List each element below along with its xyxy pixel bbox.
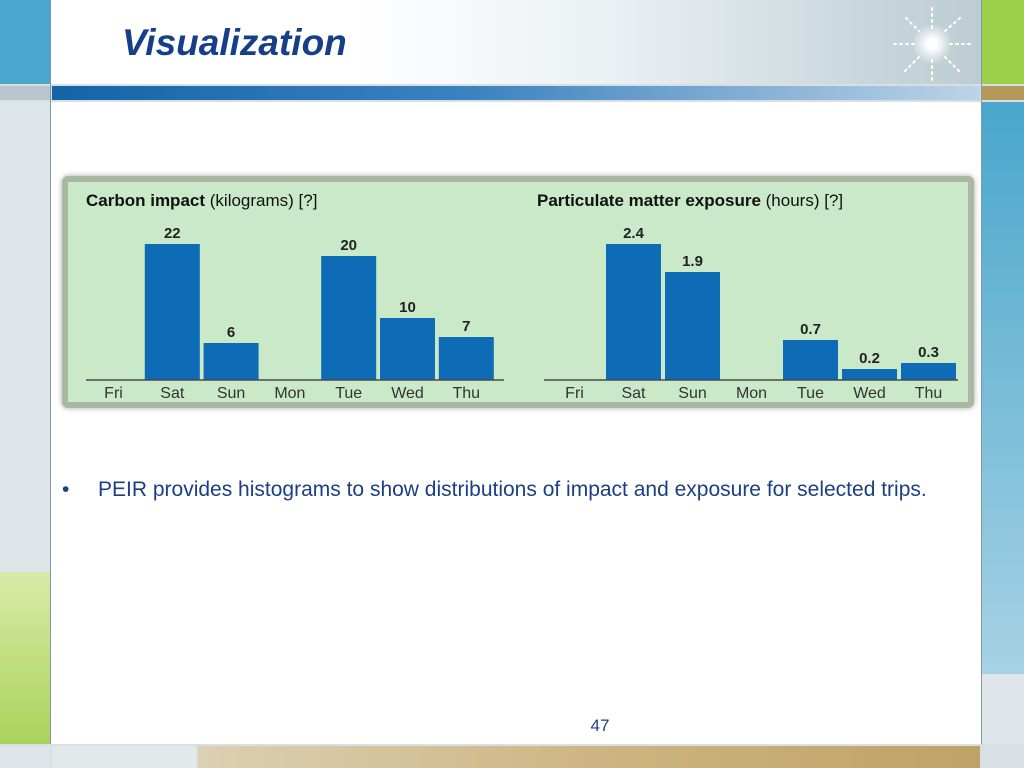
x-tick-label: Tue	[797, 385, 824, 402]
data-label: 20	[340, 237, 357, 254]
data-label: 2.4	[623, 225, 645, 242]
frame-line-left	[50, 0, 51, 768]
x-tick-label: Wed	[391, 385, 424, 402]
x-tick-label: Mon	[274, 385, 305, 402]
data-label: 0.7	[800, 321, 821, 338]
bar-wed	[380, 318, 435, 380]
x-tick-label: Sat	[621, 385, 646, 402]
carbon-impact-chart: Carbon impact (kilograms) [?] Fri 22 Sat 6 Su…	[86, 191, 504, 402]
chart-title-bold: Particulate matter exposure	[537, 191, 761, 210]
bar-sat	[606, 244, 661, 380]
data-label: 10	[399, 299, 416, 316]
bar-sun	[203, 343, 259, 380]
bar-thu	[438, 337, 494, 380]
footer-right-block	[982, 746, 1024, 768]
x-tick-label: Fri	[104, 385, 123, 402]
data-label: 0.2	[859, 350, 880, 367]
page-number: 47	[590, 716, 610, 735]
title-band	[0, 0, 1024, 84]
bullet-item: • PEIR provides histograms to show distr…	[62, 474, 962, 505]
bar-sun	[665, 272, 720, 380]
footer-left-block	[0, 746, 50, 768]
bar-tue	[321, 256, 377, 380]
slide-title: Visualization	[122, 22, 347, 63]
bullet-list: • PEIR provides histograms to show distr…	[62, 474, 962, 505]
x-tick-label: Thu	[915, 385, 943, 402]
data-label: 0.3	[918, 344, 939, 361]
chart-title: Carbon impact (kilograms) [?]	[86, 191, 317, 210]
bar-wed	[842, 369, 897, 380]
chart-subtitle: (hours) [?]	[761, 191, 843, 210]
data-label: 1.9	[682, 253, 703, 270]
bar-thu	[901, 363, 956, 380]
footer-gold-stripe	[198, 746, 980, 768]
right-accent-top	[982, 0, 1024, 84]
divider-right-block	[982, 86, 1024, 100]
chart-title: Particulate matter exposure (hours) [?]	[537, 191, 843, 210]
divider-blue-stripe	[52, 86, 980, 100]
x-tick-label: Mon	[736, 385, 767, 402]
divider-left-block	[0, 86, 50, 100]
x-tick-label: Sun	[678, 385, 706, 402]
particulate-exposure-chart: Particulate matter exposure (hours) [?] F…	[537, 191, 958, 402]
x-tick-label: Tue	[335, 385, 362, 402]
left-accent-top	[0, 0, 50, 84]
sparkle-icon	[893, 7, 973, 83]
bar-tue	[783, 340, 838, 380]
left-accent-column	[0, 102, 50, 768]
frame-line-right	[981, 0, 982, 768]
bullet-text: PEIR provides histograms to show distrib…	[98, 478, 927, 501]
x-tick-label: Sun	[217, 385, 245, 402]
footer-block	[52, 746, 196, 768]
bullet-marker: •	[62, 478, 70, 501]
bar-sat	[144, 244, 200, 380]
x-tick-label: Thu	[453, 385, 481, 402]
x-tick-label: Sat	[160, 385, 185, 402]
chart-title-bold: Carbon impact	[86, 191, 205, 210]
chart-subtitle: (kilograms) [?]	[205, 191, 317, 210]
x-tick-label: Wed	[853, 385, 886, 402]
x-tick-label: Fri	[565, 385, 584, 402]
data-label: 22	[164, 225, 181, 242]
data-label: 6	[227, 324, 235, 341]
right-accent-column	[982, 102, 1024, 768]
data-label: 7	[462, 318, 470, 335]
